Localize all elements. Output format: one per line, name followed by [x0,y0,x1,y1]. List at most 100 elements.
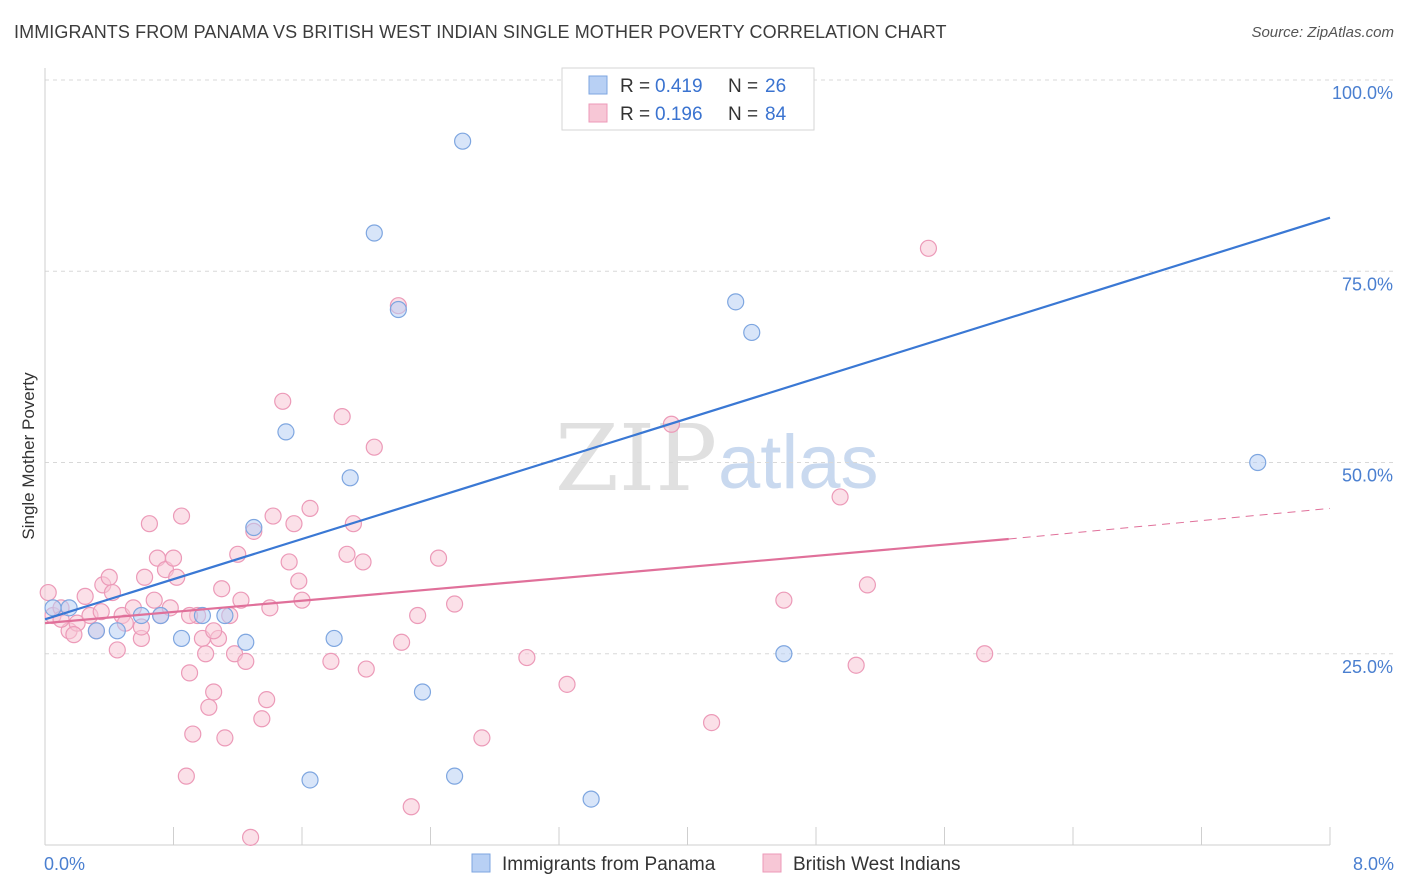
correlation-legend: R = 0.419 N = 26 R = 0.196 N = 84 [561,67,815,131]
panama-point [87,622,106,640]
bwi-point [702,713,721,732]
series-legend-label-panama: Immigrants from Panama [502,854,716,875]
watermark-zip: ZIP [555,405,717,512]
bwi-point [409,606,427,625]
panama-point [365,224,383,242]
bwi-point [285,515,303,533]
bwi-point [858,576,877,594]
bwi-point [145,591,163,609]
trend-lines [44,216,1331,625]
bwi-point [232,591,250,609]
bwi-point [76,587,94,605]
y-axis-label: Single Mother Poverty [19,372,38,540]
series-legend-swatch-panama [471,853,491,873]
bwi-trend-line [44,537,1009,625]
bwi-point [213,580,231,598]
x-tick-label-min: 0.0% [44,854,85,874]
legend-swatch-bwi [588,103,608,123]
series-legend-label-bwi: British West Indians [793,854,961,875]
bwi-point [847,656,865,674]
bwi-point [65,626,83,644]
bwi-point [135,568,154,586]
bwi-point [392,633,411,651]
panama-point [454,132,472,150]
chart-title: IMMIGRANTS FROM PANAMA VS BRITISH WEST I… [14,22,947,42]
panama-point [60,599,78,617]
bwi-point [301,499,319,517]
y-tick-label: 50.0% [1342,466,1393,486]
source-label: Source: ZipAtlas.com [1251,24,1394,41]
bwi-point [205,683,223,701]
panama-point [152,606,170,625]
legend-r-label-panama: R = [620,76,650,97]
bwi-point [237,652,255,671]
legend-r-label-bwi: R = [620,104,650,125]
panama-point [743,323,761,342]
bwi-point [205,622,223,640]
bwi-point [280,553,298,571]
bwi-point [197,645,215,663]
bwi-point [919,239,938,257]
panama-point [445,767,464,785]
y-tick-label: 25.0% [1342,657,1393,677]
bwi-point [518,648,536,667]
bwi-point [976,645,994,663]
bwi-point [242,828,260,846]
bwi-trend-extension [1008,507,1331,540]
bwi-point [365,438,383,456]
bwi-point [264,507,282,525]
y-tick-label: 75.0% [1342,274,1393,294]
bwi-point [92,603,110,621]
bwi-point [177,767,195,785]
watermark: ZIP atlas [555,405,879,512]
panama-points [44,71,1267,808]
bwi-point [558,675,576,693]
british-west-indians-points [39,239,994,846]
panama-point [775,645,793,663]
bwi-point [200,698,218,716]
bwi-point [831,488,849,506]
bwi-point [140,515,159,533]
panama-trend-line [44,216,1331,621]
bwi-point [100,568,118,586]
bwi-point [253,710,271,728]
bwi-point [473,729,491,747]
panama-point [389,300,407,319]
bwi-point [108,641,126,659]
legend-n-value-bwi: 84 [765,104,787,125]
x-tick-label-max: 8.0% [1353,854,1394,874]
y-tick-labels: 25.0% 50.0% 75.0% 100.0% [1332,83,1393,677]
bwi-point [354,553,372,571]
panama-point [245,518,263,537]
legend-n-label-bwi: N = [728,104,758,125]
axes [44,68,1331,846]
bwi-point [216,729,234,747]
bwi-point [429,549,448,567]
bwi-point [172,507,191,525]
legend-r-value-panama: 0.419 [655,76,703,97]
panama-point [582,790,600,808]
panama-point [237,633,255,651]
panama-point [44,599,62,617]
panama-point [325,629,343,648]
series-legend: Immigrants from Panama British West Indi… [471,853,961,875]
bwi-point [357,660,375,678]
bwi-point [445,595,464,613]
bwi-point [322,652,340,671]
legend-swatch-panama [588,75,608,95]
bwi-point [184,725,202,743]
panama-point [413,683,432,701]
legend-n-label-panama: N = [728,76,758,97]
bwi-point [274,392,292,410]
panama-point [172,629,191,648]
bwi-point [164,549,183,567]
bwi-point [402,798,420,816]
bwi-point [180,664,199,682]
bwi-point [333,408,351,426]
panama-point [277,423,295,441]
panama-point [727,293,745,311]
panama-point [1249,453,1267,472]
bwi-point [39,583,57,602]
legend-n-value-panama: 26 [765,76,786,97]
